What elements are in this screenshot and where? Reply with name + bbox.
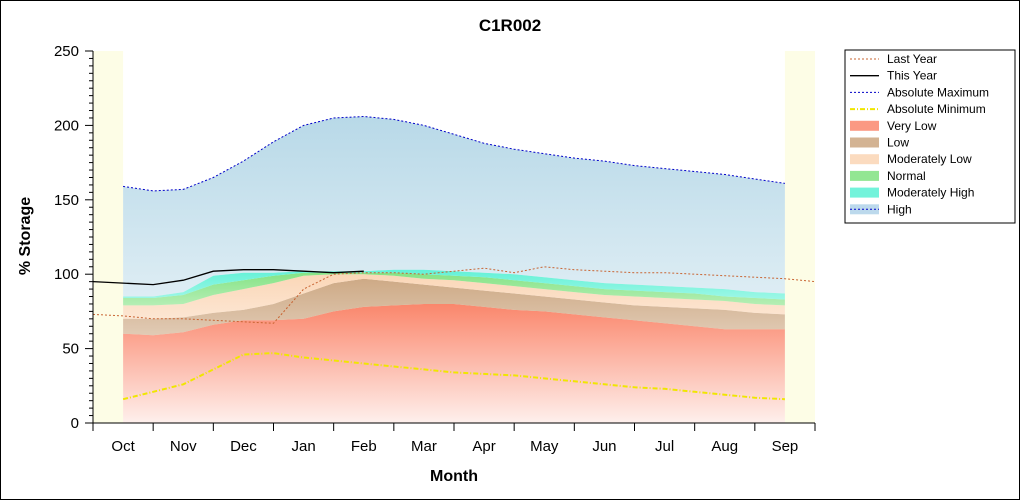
legend-label-this-year: This Year — [887, 69, 937, 83]
legend-swatch-high — [850, 204, 879, 215]
y-tick-label: 200 — [54, 117, 79, 134]
x-tick-label: Jan — [291, 438, 315, 455]
band-moderately-low — [123, 274, 785, 319]
legend-label-absolute-minimum: Absolute Minimum — [887, 102, 986, 116]
series-this-year — [92, 269, 364, 286]
x-tick-label: Apr — [472, 438, 495, 455]
legend-label-last-year: Last Year — [887, 52, 937, 66]
x-tick-label: Dec — [230, 438, 257, 455]
x-tick-label: May — [530, 438, 559, 455]
band-moderately-high — [123, 269, 785, 300]
axes: 0 50 100 150 200 250 Oct Nov Dec Jan Feb Mar Apr May J… — [54, 43, 816, 455]
y-tick-label: 100 — [54, 266, 79, 283]
legend-swatch-moderately-high — [850, 187, 879, 198]
band-low — [123, 278, 785, 336]
x-axis-label: Month — [430, 468, 478, 485]
legend-label-moderately-low: Moderately Low — [887, 152, 972, 166]
legend-label-high: High — [887, 202, 912, 216]
legend-swatch-very-low — [850, 120, 879, 131]
legend: Last Year This Year Absolute Maximum Absolu… — [844, 49, 1016, 224]
legend-label-absolute-maximum: Absolute Maximum — [887, 85, 989, 99]
storage-bands — [123, 116, 785, 423]
legend-label-moderately-high: Moderately High — [887, 186, 974, 200]
legend-swatch-normal — [850, 170, 879, 181]
x-tick-label: Feb — [351, 438, 377, 455]
series-last-year — [92, 266, 816, 324]
x-tick-label: Nov — [170, 438, 197, 455]
y-tick-label: 0 — [71, 415, 79, 432]
x-tick-label: Sep — [772, 438, 799, 455]
x-tick-label: Jul — [655, 438, 674, 455]
chart-title: C1R002 — [479, 16, 541, 35]
y-axis-label: % Storage — [17, 197, 34, 275]
legend-swatch-moderately-low — [850, 154, 879, 165]
legend-swatch-low — [850, 137, 879, 148]
y-tick-label: 150 — [54, 192, 79, 209]
series-absolute-minimum — [122, 352, 785, 401]
y-tick-label: 250 — [54, 43, 79, 60]
legend-label-normal: Normal — [887, 169, 926, 183]
x-tick-label: Mar — [411, 438, 437, 455]
y-tick-label: 50 — [62, 341, 79, 358]
legend-label-low: Low — [887, 136, 909, 150]
band-normal — [123, 272, 785, 306]
legend-label-very-low: Very Low — [887, 119, 937, 133]
band-very-low — [123, 304, 785, 423]
x-tick-label: Aug — [711, 438, 738, 455]
x-tick-label: Jun — [592, 438, 616, 455]
band-high — [123, 116, 785, 297]
x-tick-label: Oct — [111, 438, 135, 455]
series-lines — [92, 115, 816, 401]
